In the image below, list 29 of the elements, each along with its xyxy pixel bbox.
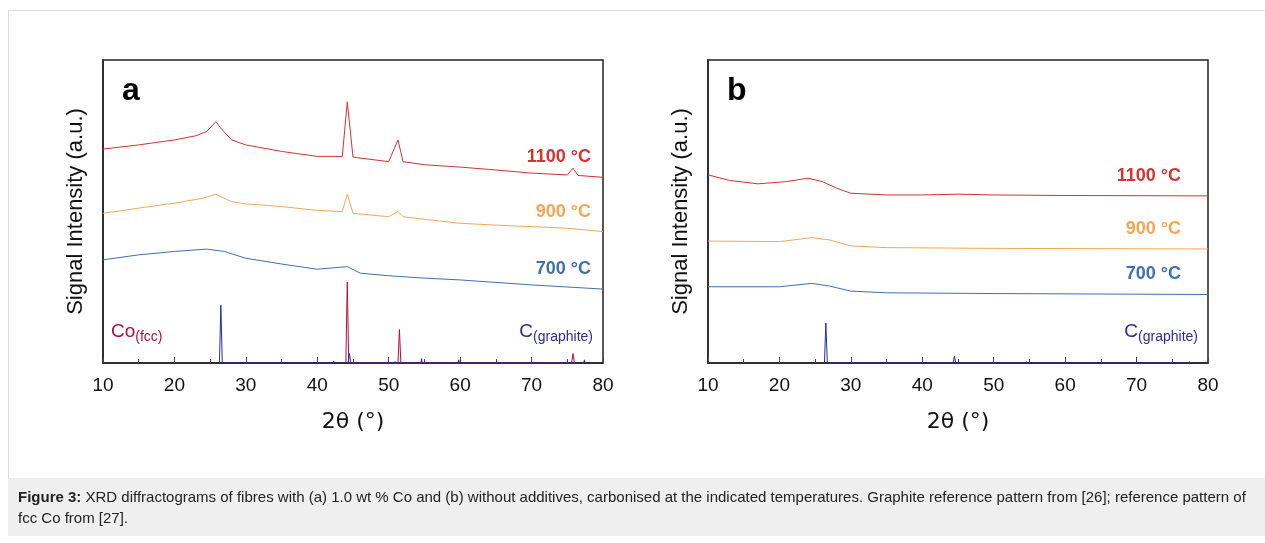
x-axis-title: 2θ (°)	[321, 407, 385, 433]
x-tick-label: 60	[1054, 374, 1076, 395]
series-label: 700 °C	[1125, 263, 1181, 284]
x-tick-label: 50	[983, 374, 1005, 395]
x-tick-label: 10	[92, 374, 114, 395]
x-tick-label: 80	[592, 374, 614, 395]
chart-title: b	[727, 71, 747, 107]
x-tick-label: 30	[840, 374, 862, 395]
x-tick-label: 60	[449, 374, 471, 395]
series-label: 900 °C	[535, 200, 591, 221]
series-label: 1100 °C	[1116, 164, 1181, 185]
x-tick-label: 70	[1126, 374, 1148, 395]
chart-title: a	[122, 71, 140, 107]
y-axis-title: Signal Intensity (a.u.)	[666, 108, 692, 315]
y-axis-title: Signal Intensity (a.u.)	[61, 108, 87, 315]
x-tick-label: 80	[1197, 374, 1219, 395]
caption: Figure 3: XRD diffractograms of fibres with (a) 1.0 wt % Co and (b) without additives, carbonised at the indicated temperatures. Graphite reference pattern from [26]; reference pattern of fcc Co from [27].	[8, 478, 1265, 536]
x-tick-label: 40	[911, 374, 933, 395]
series-label: 700 °C	[535, 258, 591, 279]
x-tick-label: 40	[306, 374, 328, 395]
series-label: 1100 °C	[526, 146, 591, 167]
x-tick-label: 70	[521, 374, 543, 395]
x-tick-label: 50	[378, 374, 400, 395]
x-tick-label: 20	[163, 374, 185, 395]
x-tick-label: 30	[235, 374, 257, 395]
series-label: 900 °C	[1125, 217, 1181, 238]
x-tick-label: 20	[768, 374, 790, 395]
x-tick-label: 10	[697, 374, 719, 395]
x-axis-title: 2θ (°)	[926, 407, 990, 433]
